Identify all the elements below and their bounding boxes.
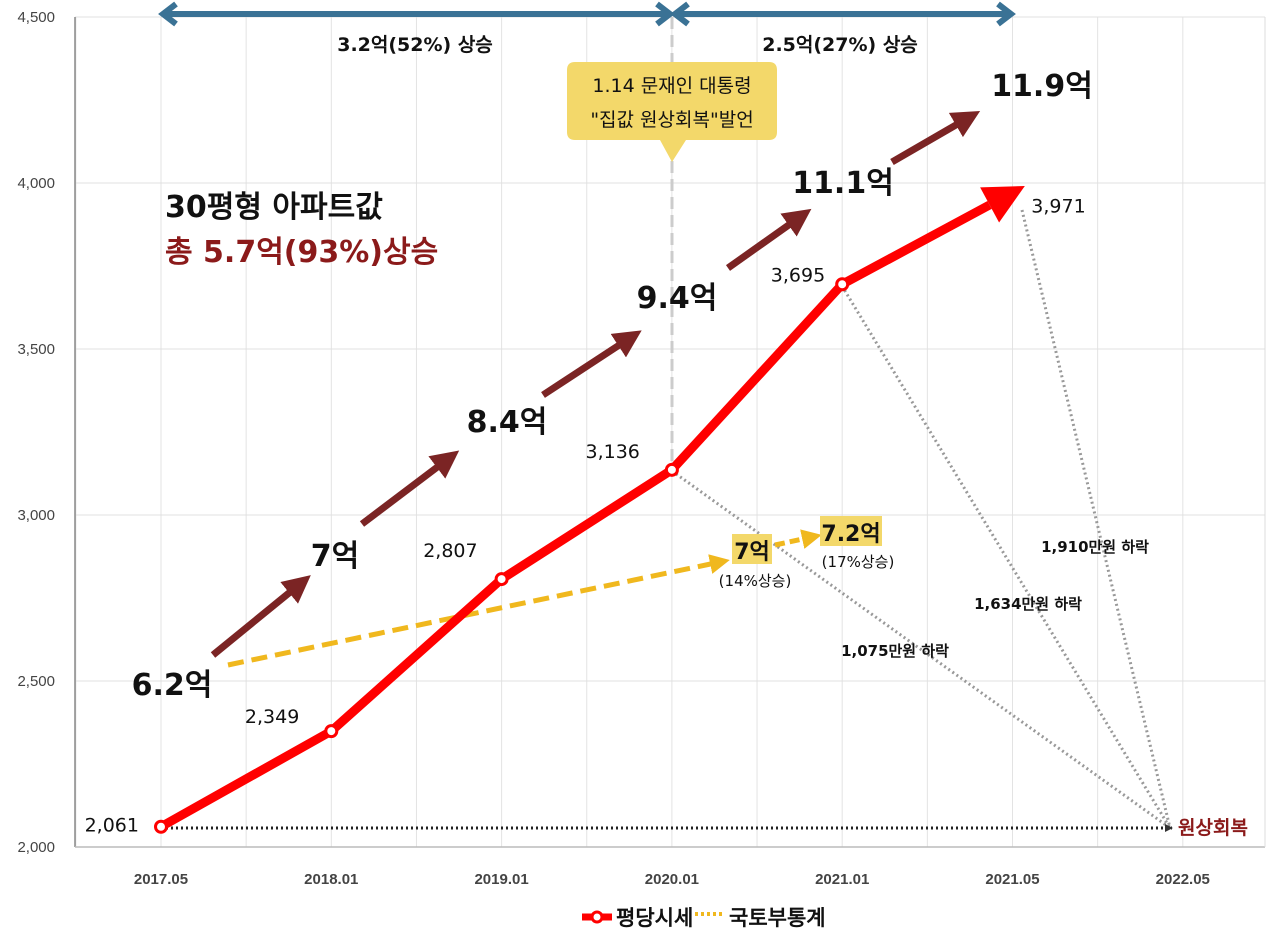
price-step-label: 8.4억: [467, 405, 548, 440]
official-rise-2: (17%상승): [822, 553, 895, 571]
x-tick-label: 2021.01: [815, 871, 869, 888]
price-data-label: 2,061: [85, 815, 139, 837]
series-price: 2,061 2,349 2,807 3,136 3,695 3,971: [85, 185, 1086, 837]
x-tick-label: 2022.05: [1156, 871, 1210, 888]
official-label-2: 7.2억: [821, 522, 880, 547]
price-step-arrow: [210, 575, 311, 658]
legend-official-label: 국토부통계: [729, 906, 826, 930]
y-tick-label: 2,000: [17, 839, 55, 856]
price-data-label: 3,136: [585, 441, 639, 463]
gridlines: [75, 16, 1265, 848]
legend-price-label: 평당시세: [616, 906, 693, 930]
legend: 평당시세 국토부통계: [582, 906, 826, 930]
official-stat-line: [227, 554, 730, 668]
price-step-arrow: [890, 110, 981, 166]
official-label-1: 7억: [734, 540, 770, 565]
drop-line-3: [1020, 209, 1172, 829]
price-step-label: 11.1억: [792, 166, 894, 201]
price-step-label: 6.2억: [132, 668, 213, 703]
drop-label-2: 1,634만원 하락: [974, 595, 1082, 613]
price-arrowhead: [980, 185, 1025, 223]
x-tick-label: 2021.05: [985, 871, 1039, 888]
price-step-label: 11.9억: [991, 69, 1093, 104]
price-step-arrow: [359, 450, 460, 527]
range-label-2: 2.5억(27%) 상승: [762, 34, 918, 56]
price-step-label: 9.4억: [637, 281, 718, 316]
callout-line-1: 1.14 문재인 대통령: [592, 75, 751, 97]
y-tick-label: 4,500: [17, 9, 55, 26]
y-tick-label: 3,500: [17, 341, 55, 358]
callout-line-2: "집값 원상회복"발언: [590, 109, 753, 131]
price-data-label: 3,971: [1031, 196, 1085, 218]
price-point: [154, 819, 168, 834]
drop-line-2: [840, 285, 1172, 829]
drop-label-1: 1,075만원 하락: [841, 642, 949, 660]
y-tick-label: 2,500: [17, 673, 55, 690]
drop-line-1: [671, 469, 1171, 830]
x-tick-label: 2019.01: [474, 871, 528, 888]
price-step-arrow: [541, 330, 642, 398]
price-step-arrow: [725, 208, 812, 271]
x-tick-label: 2017.05: [134, 871, 188, 888]
official-label-bg: [820, 516, 882, 546]
official-label-bg: [732, 534, 772, 564]
x-tick-label: 2020.01: [645, 871, 699, 888]
price-point: [494, 572, 509, 587]
chart-subtitle: 총 5.7억(93%)상승: [165, 235, 438, 270]
y-tick-label: 3,000: [17, 507, 55, 524]
price-point: [324, 724, 339, 739]
official-stat-line: [774, 529, 822, 549]
range-label-1: 3.2억(52%) 상승: [337, 34, 493, 56]
range-arrow-2: [670, 1, 1016, 27]
restore-label: 원상회복: [1178, 817, 1248, 839]
price-point: [664, 462, 679, 477]
price-point: [835, 277, 850, 292]
event-callout: 1.14 문재인 대통령 "집값 원상회복"발언: [567, 62, 777, 162]
y-tick-label: 4,000: [17, 175, 55, 192]
price-data-label: 2,349: [245, 706, 299, 728]
price-data-label: 2,807: [423, 540, 477, 562]
x-tick-label: 2018.01: [304, 871, 358, 888]
price-step-label: 7억: [311, 539, 359, 574]
price-data-label: 3,695: [771, 264, 825, 286]
range-arrow-1: [158, 1, 675, 27]
official-rise-1: (14%상승): [719, 572, 792, 590]
drop-label-3: 1,910만원 하락: [1041, 538, 1149, 556]
axes: 2,000 2,500 3,000 3,500 4,000 4,500 2017.05 201…: [17, 9, 1266, 888]
chart-title: 30평형 아파트값: [165, 190, 383, 225]
price-line: [158, 200, 992, 831]
